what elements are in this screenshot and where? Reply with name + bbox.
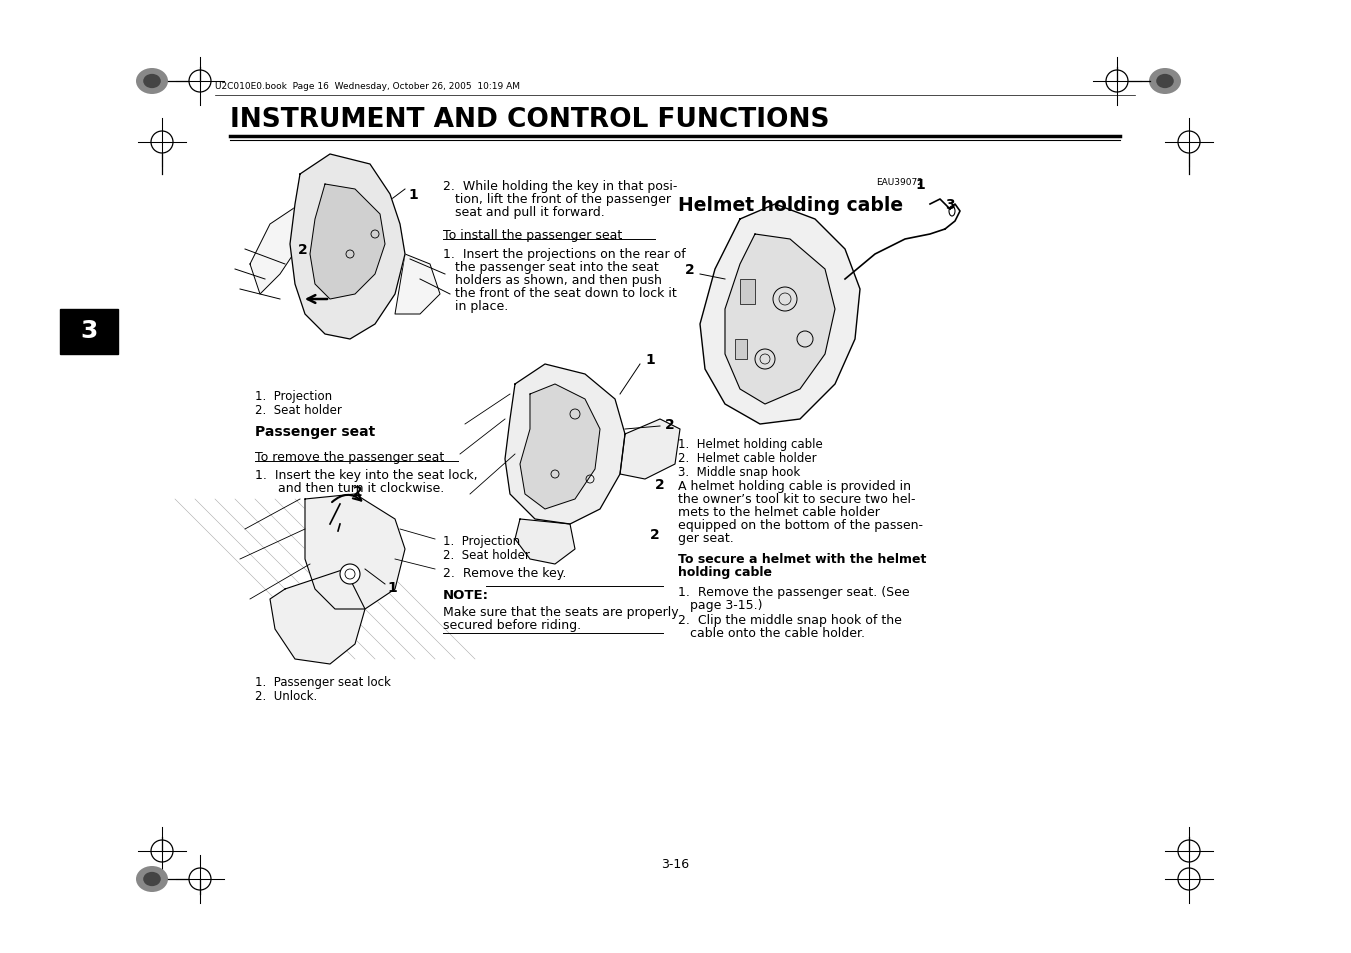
Text: To secure a helmet with the helmet: To secure a helmet with the helmet [678,553,927,565]
Text: 3: 3 [944,198,955,212]
FancyBboxPatch shape [59,310,118,355]
Polygon shape [505,365,626,524]
Text: tion, lift the front of the passenger: tion, lift the front of the passenger [455,193,671,206]
Text: 2.  While holding the key in that posi-: 2. While holding the key in that posi- [443,180,677,193]
Text: A helmet holding cable is provided in: A helmet holding cable is provided in [678,479,911,493]
Text: Helmet holding cable: Helmet holding cable [678,195,902,214]
Text: 1.  Projection: 1. Projection [443,535,520,547]
Text: 2: 2 [655,477,665,492]
Text: seat and pull it forward.: seat and pull it forward. [455,206,605,219]
Ellipse shape [1148,69,1181,95]
Text: INSTRUMENT AND CONTROL FUNCTIONS: INSTRUMENT AND CONTROL FUNCTIONS [230,107,830,132]
Text: U2C010E0.book  Page 16  Wednesday, October 26, 2005  10:19 AM: U2C010E0.book Page 16 Wednesday, October… [215,82,520,91]
Ellipse shape [1156,74,1174,89]
Text: 1: 1 [644,353,655,367]
Polygon shape [725,234,835,405]
Text: 2: 2 [650,527,659,541]
Text: the passenger seat into the seat: the passenger seat into the seat [455,261,659,274]
Text: 1.  Passenger seat lock: 1. Passenger seat lock [255,676,390,688]
Text: 1.  Helmet holding cable: 1. Helmet holding cable [678,437,823,451]
Text: cable onto the cable holder.: cable onto the cable holder. [690,626,865,639]
Polygon shape [250,205,300,294]
Text: 2: 2 [665,417,674,432]
Text: ger seat.: ger seat. [678,532,734,544]
Polygon shape [515,519,576,564]
Polygon shape [394,254,440,314]
Circle shape [340,564,359,584]
Text: To install the passenger seat: To install the passenger seat [443,229,623,242]
Text: 1.  Insert the projections on the rear of: 1. Insert the projections on the rear of [443,248,686,261]
Text: holders as shown, and then push: holders as shown, and then push [455,274,662,287]
Text: and then turn it clockwise.: and then turn it clockwise. [278,481,444,495]
Text: holding cable: holding cable [678,565,771,578]
Text: 2: 2 [685,263,694,276]
Text: 2.  Seat holder: 2. Seat holder [255,403,342,416]
Text: in place.: in place. [455,299,508,313]
Text: 2.  Remove the key.: 2. Remove the key. [443,566,566,579]
Ellipse shape [143,872,161,886]
Text: 1: 1 [915,178,924,192]
Ellipse shape [136,69,168,95]
Text: page 3-15.): page 3-15.) [690,598,762,612]
Text: Make sure that the seats are properly: Make sure that the seats are properly [443,605,678,618]
Text: 3-16: 3-16 [661,857,689,870]
Text: 2: 2 [353,484,363,498]
Text: mets to the helmet cable holder: mets to the helmet cable holder [678,505,880,518]
Text: secured before riding.: secured before riding. [443,618,581,631]
Text: 3.  Middle snap hook: 3. Middle snap hook [678,465,800,478]
Polygon shape [270,569,365,664]
Text: 3: 3 [80,318,97,342]
Text: 1.  Remove the passenger seat. (See: 1. Remove the passenger seat. (See [678,585,909,598]
Polygon shape [620,419,680,479]
FancyBboxPatch shape [735,339,747,359]
Text: EAU39072: EAU39072 [875,178,923,187]
Text: To remove the passenger seat: To remove the passenger seat [255,451,444,463]
Text: 2.  Unlock.: 2. Unlock. [255,689,317,702]
Ellipse shape [136,866,168,892]
Text: 2: 2 [299,243,308,256]
Text: Passenger seat: Passenger seat [255,424,376,438]
Polygon shape [700,205,861,424]
Text: 2.  Clip the middle snap hook of the: 2. Clip the middle snap hook of the [678,614,902,626]
Polygon shape [290,154,405,339]
Text: 1.  Insert the key into the seat lock,: 1. Insert the key into the seat lock, [255,469,478,481]
Ellipse shape [143,74,161,89]
Text: 1: 1 [408,188,417,202]
Text: 2.  Helmet cable holder: 2. Helmet cable holder [678,452,816,464]
Text: 1.  Projection: 1. Projection [255,390,332,402]
Polygon shape [305,495,405,609]
Text: the front of the seat down to lock it: the front of the seat down to lock it [455,287,677,299]
Text: NOTE:: NOTE: [443,588,489,601]
Polygon shape [309,185,385,299]
Text: 1: 1 [386,580,397,595]
Text: the owner’s tool kit to secure two hel-: the owner’s tool kit to secure two hel- [678,493,916,505]
Text: 2.  Seat holder: 2. Seat holder [443,548,530,561]
FancyBboxPatch shape [740,280,755,305]
Text: equipped on the bottom of the passen-: equipped on the bottom of the passen- [678,518,923,532]
Polygon shape [520,385,600,510]
